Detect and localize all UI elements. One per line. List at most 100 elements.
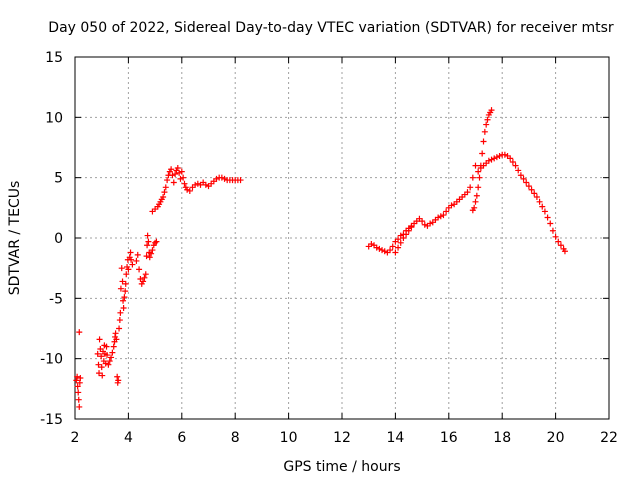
data-point xyxy=(501,151,508,158)
data-point xyxy=(75,396,82,403)
data-point xyxy=(549,227,556,234)
data-point xyxy=(122,280,129,287)
data-point xyxy=(99,372,106,379)
data-point xyxy=(152,239,159,246)
data-point xyxy=(104,352,111,359)
data-point xyxy=(117,309,124,316)
data-point xyxy=(120,304,127,311)
data-point xyxy=(528,186,535,193)
data-point xyxy=(481,128,488,135)
data-point xyxy=(74,383,81,390)
data-point xyxy=(174,165,181,172)
x-tick-label: 12 xyxy=(333,430,351,446)
data-point xyxy=(552,233,559,240)
y-tick-label: 5 xyxy=(54,171,63,187)
data-point xyxy=(544,214,551,221)
data-point xyxy=(115,377,122,384)
data-point xyxy=(472,162,479,169)
data-point xyxy=(133,257,140,264)
data-point xyxy=(129,261,136,268)
data-point xyxy=(176,169,183,176)
data-point xyxy=(119,278,126,285)
data-point xyxy=(120,297,127,304)
data-point xyxy=(76,403,83,410)
data-point xyxy=(533,193,540,200)
data-point xyxy=(555,238,562,245)
data-point xyxy=(121,294,128,301)
x-tick-label: 10 xyxy=(280,430,298,446)
data-point xyxy=(98,353,105,360)
data-point xyxy=(525,183,532,190)
data-point xyxy=(202,181,209,188)
data-point xyxy=(536,198,543,205)
data-point xyxy=(395,236,402,243)
data-point xyxy=(142,271,149,278)
tick-labels: 2 4 6 8 10 12 14 16 18 20 22 -15 -10 -5 0 5 10 15 xyxy=(40,50,618,446)
data-point xyxy=(221,175,228,182)
data-point xyxy=(170,179,177,186)
data-point xyxy=(103,343,110,350)
data-point xyxy=(161,189,168,196)
data-point xyxy=(162,184,169,191)
data-point xyxy=(395,244,402,251)
x-tick-label: 8 xyxy=(231,430,240,446)
data-point xyxy=(113,336,120,343)
data-point xyxy=(515,167,522,174)
data-points xyxy=(73,107,568,410)
data-point xyxy=(136,266,143,273)
data-point xyxy=(443,208,450,215)
data-point xyxy=(403,231,410,238)
chart-title: Day 050 of 2022, Sidereal Day-to-day VTE… xyxy=(48,20,614,36)
data-point xyxy=(164,177,171,184)
data-point xyxy=(106,358,113,365)
data-point xyxy=(144,242,151,249)
data-point xyxy=(389,243,396,250)
data-point xyxy=(471,204,478,211)
data-point xyxy=(469,174,476,181)
data-point xyxy=(435,214,442,221)
data-point xyxy=(437,213,444,220)
data-point xyxy=(405,227,412,234)
data-point xyxy=(493,154,500,161)
data-point xyxy=(479,150,486,157)
x-tick-label: 20 xyxy=(547,430,565,446)
data-point xyxy=(76,329,83,336)
y-axis-label: SDTVAR / TECUs xyxy=(7,181,23,296)
data-point xyxy=(541,208,548,215)
data-point xyxy=(523,179,530,186)
x-tick-label: 16 xyxy=(440,430,458,446)
data-point xyxy=(379,247,386,254)
data-point xyxy=(184,186,191,193)
data-point xyxy=(440,212,447,219)
data-point xyxy=(144,232,151,239)
y-tick-label: -10 xyxy=(40,352,63,368)
data-point xyxy=(95,361,102,368)
data-point xyxy=(145,238,152,245)
data-point xyxy=(419,218,426,225)
data-point xyxy=(408,224,415,231)
data-point xyxy=(116,317,123,324)
y-tick-label: 10 xyxy=(45,110,63,126)
axis-ticks xyxy=(74,56,610,420)
data-point xyxy=(94,350,101,357)
data-point xyxy=(96,336,103,343)
y-tick-label: -5 xyxy=(49,291,63,307)
data-point xyxy=(491,155,498,162)
data-point xyxy=(127,249,134,256)
x-tick-label: 4 xyxy=(124,430,133,446)
data-point xyxy=(467,184,474,191)
data-point xyxy=(512,162,519,169)
data-point xyxy=(160,193,167,200)
data-point xyxy=(98,364,105,371)
x-tick-label: 6 xyxy=(177,430,186,446)
data-point xyxy=(153,238,160,245)
data-point xyxy=(168,166,175,173)
data-point xyxy=(427,220,434,227)
data-point xyxy=(213,175,220,182)
data-point xyxy=(77,374,84,381)
data-point xyxy=(148,250,155,257)
data-point xyxy=(484,116,491,123)
data-point xyxy=(73,377,80,384)
x-tick-label: 22 xyxy=(600,430,618,446)
